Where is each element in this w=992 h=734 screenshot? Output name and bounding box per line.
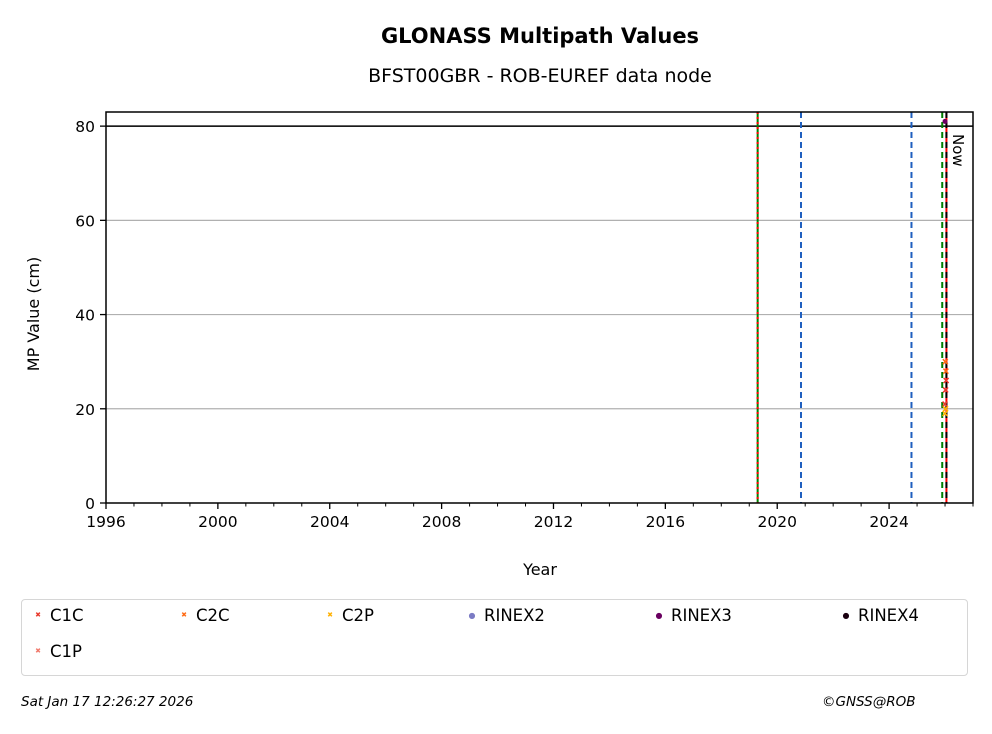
data-point	[942, 386, 949, 393]
chart-subtitle: BFST00GBR - ROB-EUREF data node	[368, 65, 712, 87]
plot-area: Now 0 20 40 60 80 1996 2000 2004 2008 2012 2016 2020…	[75, 111, 974, 531]
legend-item: ✖ C2C	[172, 606, 230, 625]
data-point	[942, 118, 948, 124]
legend: ✖ C1C ✖ C2C ✖ C2P ● RINEX2 ● RINEX3 ● RINEX4 ✖ C1P	[21, 599, 968, 676]
data-point	[942, 401, 949, 408]
y-tick-label: 60	[75, 212, 95, 230]
legend-item: ✖ C1P	[26, 642, 82, 661]
legend-item: ● RINEX4	[834, 606, 919, 625]
y-tick-label: 80	[75, 118, 95, 136]
legend-marker: ✖	[181, 611, 187, 619]
x-tick-label: 2012	[534, 513, 573, 531]
legend-label: C1C	[50, 606, 84, 625]
footer-copyright: ©GNSS@ROB	[822, 694, 916, 710]
y-tick-label: 40	[75, 307, 95, 325]
x-axis-label: Year	[522, 560, 557, 579]
legend-label: RINEX3	[671, 606, 732, 625]
data-point	[942, 405, 949, 412]
now-label: Now	[949, 134, 967, 167]
data-point	[942, 410, 949, 417]
x-tick-label: 2020	[757, 513, 796, 531]
x-tick-label: 2024	[869, 513, 908, 531]
legend-item: ● RINEX2	[460, 606, 545, 625]
data-point	[943, 377, 950, 384]
legend-item: ✖ C1C	[26, 606, 84, 625]
legend-marker: ●	[655, 610, 663, 620]
x-tick-label: 2008	[422, 513, 461, 531]
legend-label: RINEX4	[858, 606, 919, 625]
axes-frame	[105, 111, 974, 504]
data-point	[942, 368, 949, 375]
legend-label: C2C	[196, 606, 230, 625]
legend-label: C1P	[50, 642, 82, 661]
x-tick-label: 1996	[86, 513, 125, 531]
legend-marker: ●	[468, 610, 476, 620]
y-tick-label: 0	[85, 495, 95, 513]
legend-item: ✖ C2P	[318, 606, 374, 625]
chart-title: GLONASS Multipath Values	[381, 24, 699, 48]
chart: GLONASS Multipath Values BFST00GBR - ROB…	[24, 24, 974, 579]
legend-label: C2P	[342, 606, 374, 625]
data-point	[942, 358, 949, 365]
x-tick-label: 2004	[310, 513, 349, 531]
legend-marker: ✖	[35, 611, 41, 619]
legend-marker: ✖	[327, 611, 333, 619]
legend-marker: ✖	[35, 647, 41, 655]
legend-label: RINEX2	[484, 606, 545, 625]
y-tick-label: 20	[75, 401, 95, 419]
legend-item: ● RINEX3	[647, 606, 732, 625]
footer-timestamp: Sat Jan 17 12:26:27 2026	[21, 694, 194, 710]
x-tick-label: 2000	[198, 513, 237, 531]
legend-marker: ●	[842, 610, 850, 620]
y-axis-label: MP Value (cm)	[24, 257, 43, 371]
x-tick-label: 2016	[646, 513, 685, 531]
